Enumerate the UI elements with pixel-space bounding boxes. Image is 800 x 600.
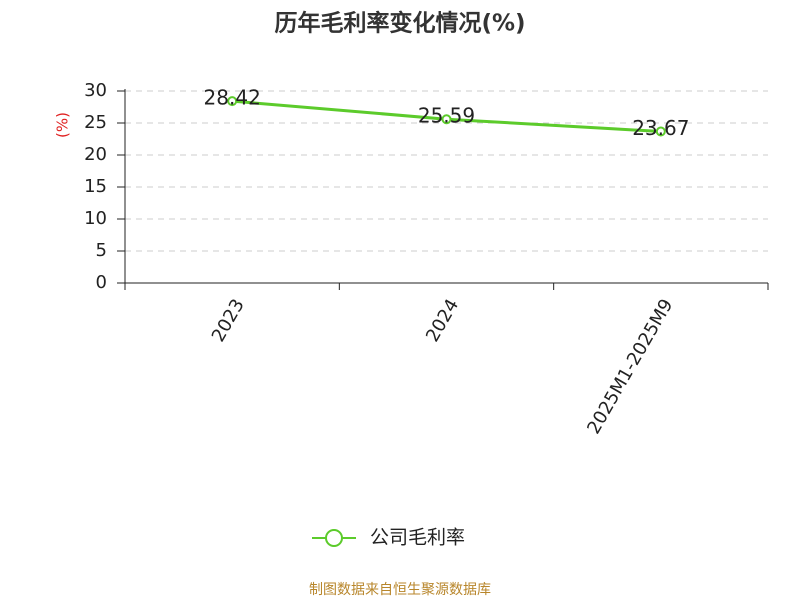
source-note: 制图数据来自恒生聚源数据库 [309,582,491,598]
x-tick-label: 2023 [208,296,249,346]
y-tick-label: 15 [84,176,107,197]
y-tick-label: 25 [84,112,107,133]
y-tick-label: 0 [96,272,107,293]
data-label: 28.42 [204,86,261,110]
y-tick-label: 10 [84,208,107,229]
y-axis-label: (%) [54,112,72,138]
legend-marker [325,529,343,547]
legend-label: 公司毛利率 [370,527,465,549]
x-tick-label: 2025M1-2025M9 [583,296,677,438]
point [655,126,666,137]
x-tick-label: 2024 [422,296,463,346]
data-label: 23.67 [632,116,689,140]
y-tick-label: 30 [84,80,107,101]
y-tick-label: 20 [84,144,107,165]
y-tick-label: 5 [96,240,107,261]
data-label: 25.59 [418,104,475,128]
point [227,96,238,107]
point [441,114,452,125]
chart-title: 历年毛利率变化情况(%) [274,10,525,37]
